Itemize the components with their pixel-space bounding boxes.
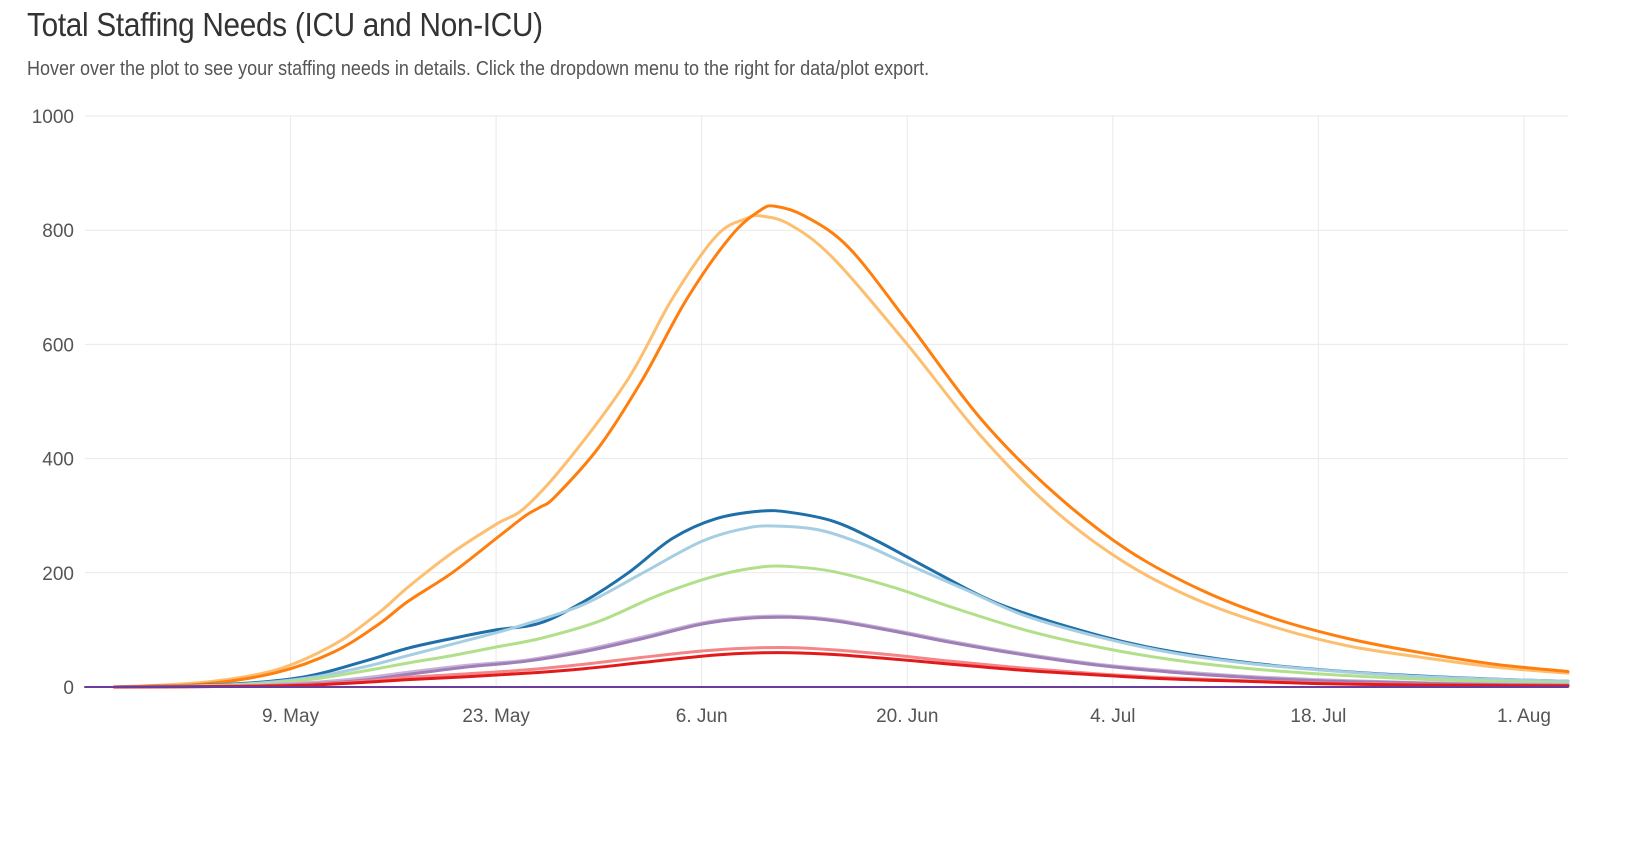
series-line-4[interactable]: [112, 524, 1570, 689]
x-tick-label: 9. May: [262, 706, 320, 727]
grid-lines: [85, 115, 1568, 688]
x-tick-label: 23. May: [462, 706, 530, 727]
series-line-9[interactable]: [112, 651, 1570, 689]
y-tick-label: 400: [42, 450, 74, 471]
series-line-5[interactable]: [112, 564, 1570, 689]
x-tick-label: 20. Jun: [876, 706, 938, 727]
x-tick-label: 4. Jul: [1090, 706, 1135, 727]
chart-title: Total Staffing Needs (ICU and Non-ICU): [27, 6, 543, 43]
series-line-2[interactable]: [112, 204, 1570, 689]
series-lines[interactable]: [84, 204, 1570, 689]
y-tick-label: 800: [42, 221, 74, 242]
y-tick-label: 1000: [32, 107, 74, 128]
series-line-7[interactable]: [112, 615, 1570, 689]
y-tick-label: 600: [42, 335, 74, 356]
x-tick-label: 18. Jul: [1290, 706, 1346, 727]
axis-labels: 0 200 400 600 800 1000 9. May 23. May 6. Jun 20. …: [32, 107, 1551, 727]
y-tick-label: 0: [63, 678, 74, 699]
x-tick-label: 1. Aug: [1497, 706, 1551, 727]
x-tick-label: 6. Jun: [676, 706, 728, 727]
chart-subtitle: Hover over the plot to see your staffing…: [27, 58, 930, 80]
series-line-1[interactable]: [112, 213, 1570, 689]
y-tick-label: 200: [42, 564, 74, 585]
